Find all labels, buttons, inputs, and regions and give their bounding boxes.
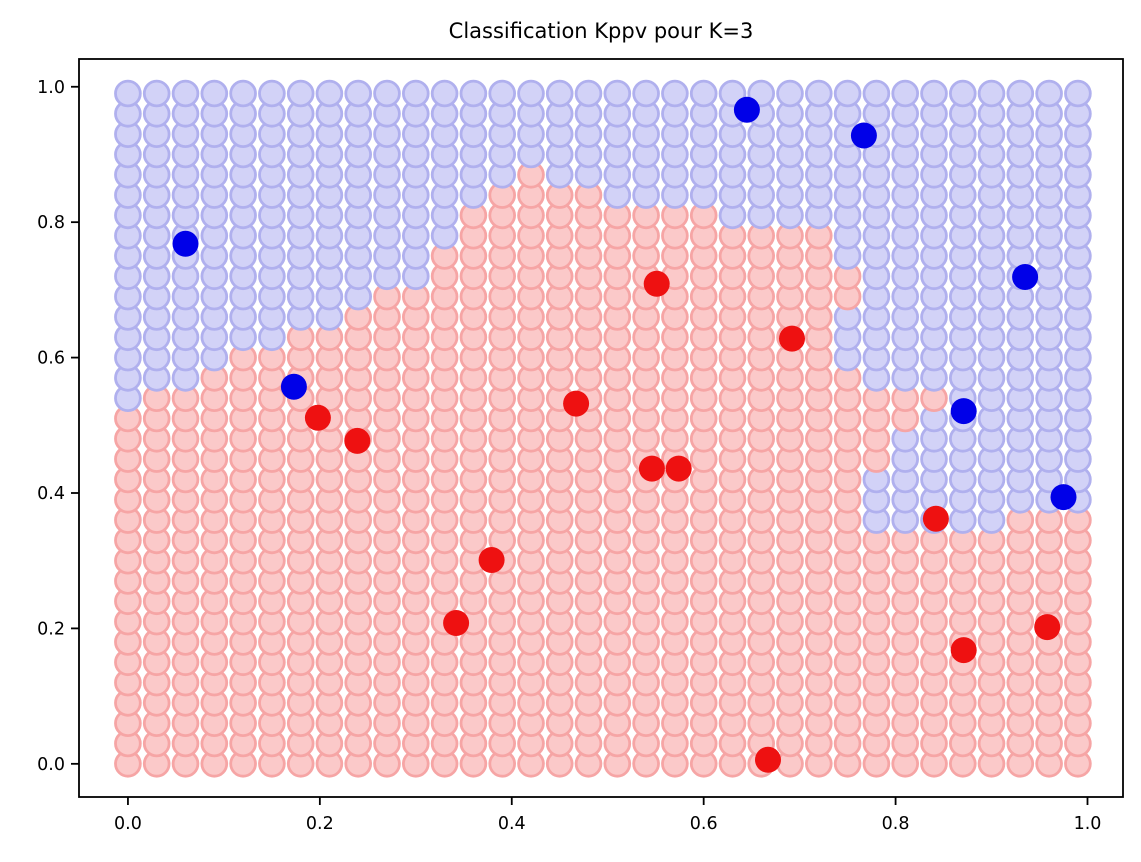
mesh-point-blue bbox=[315, 79, 344, 108]
data-point-red bbox=[443, 610, 470, 636]
data-point-blue bbox=[1012, 264, 1039, 290]
mesh-point-blue bbox=[171, 79, 200, 108]
mesh-point-blue bbox=[718, 79, 747, 108]
mesh-point-blue bbox=[574, 79, 603, 108]
data-point-red bbox=[755, 746, 781, 773]
data-point-red bbox=[638, 455, 665, 482]
mesh-point-blue bbox=[286, 79, 315, 108]
mesh-point-blue bbox=[229, 79, 257, 108]
mesh-point-blue bbox=[1035, 79, 1063, 108]
data-point-red bbox=[779, 325, 805, 352]
mesh-point-blue bbox=[258, 79, 286, 108]
data-point-red bbox=[922, 505, 949, 532]
x-tick-label: 0.4 bbox=[498, 814, 526, 834]
mesh-point-blue bbox=[200, 79, 229, 108]
x-tick-label: 1.0 bbox=[1074, 814, 1102, 834]
data-point-red bbox=[643, 270, 670, 297]
mesh-point-blue bbox=[1064, 79, 1092, 108]
x-tick-label: 0.6 bbox=[690, 814, 718, 834]
data-point-blue bbox=[172, 230, 199, 257]
mesh-point-blue bbox=[517, 79, 545, 108]
data-point-red bbox=[665, 455, 692, 482]
mesh-point-blue bbox=[603, 79, 632, 108]
mesh-point-blue bbox=[804, 79, 833, 108]
mesh-point-blue bbox=[776, 79, 804, 108]
y-tick-label: 0.4 bbox=[37, 484, 65, 504]
mesh-point-blue bbox=[430, 79, 459, 108]
data-point-red bbox=[344, 427, 371, 454]
mesh-point-blue bbox=[862, 79, 891, 108]
training-points bbox=[172, 96, 1077, 773]
mesh-point-blue bbox=[114, 79, 142, 108]
mesh-point-blue bbox=[1006, 79, 1035, 108]
mesh-point-blue bbox=[142, 79, 171, 108]
x-tick-label: 0.0 bbox=[114, 814, 142, 834]
data-point-red bbox=[304, 404, 331, 431]
data-point-red bbox=[950, 637, 977, 664]
y-tick-label: 0.0 bbox=[37, 755, 65, 775]
mesh-point-blue bbox=[488, 79, 517, 108]
mesh-point-blue bbox=[977, 79, 1006, 108]
y-axis: 0.0 0.2 0.4 0.6 0.8 1.0 bbox=[37, 78, 79, 775]
mesh-point-blue bbox=[833, 79, 862, 108]
mesh-point-blue bbox=[344, 79, 373, 108]
x-tick-label: 0.8 bbox=[882, 814, 910, 834]
data-point-red bbox=[563, 390, 590, 417]
mesh-point-blue bbox=[689, 79, 718, 108]
mesh-point-blue bbox=[373, 79, 401, 108]
y-tick-label: 0.6 bbox=[37, 349, 65, 369]
mesh-point-blue bbox=[632, 79, 660, 108]
mesh-point-blue bbox=[401, 79, 430, 108]
chart-title: Classification Kppv pour K=3 bbox=[449, 19, 754, 43]
data-point-red bbox=[478, 547, 505, 573]
mesh-point-blue bbox=[459, 79, 488, 108]
data-point-blue bbox=[1050, 484, 1077, 511]
mesh-point-blue bbox=[948, 79, 977, 108]
mesh-point-blue bbox=[891, 79, 919, 108]
y-tick-label: 0.2 bbox=[37, 619, 65, 639]
x-axis: 0.0 0.2 0.4 0.6 0.8 1.0 bbox=[114, 797, 1101, 834]
mesh-point-blue bbox=[920, 79, 948, 108]
x-tick-label: 0.2 bbox=[306, 814, 334, 834]
data-point-blue bbox=[850, 122, 877, 149]
data-point-blue bbox=[950, 398, 977, 425]
data-point-blue bbox=[280, 373, 307, 400]
axes-spines bbox=[78, 58, 1124, 798]
mesh-point-blue bbox=[545, 79, 574, 108]
data-point-blue bbox=[733, 96, 760, 123]
y-tick-label: 0.8 bbox=[37, 213, 65, 233]
mesh-point-blue bbox=[661, 79, 689, 108]
y-tick-label: 1.0 bbox=[37, 78, 65, 98]
data-point-red bbox=[1034, 614, 1061, 641]
decision-region-mesh bbox=[114, 79, 1092, 778]
